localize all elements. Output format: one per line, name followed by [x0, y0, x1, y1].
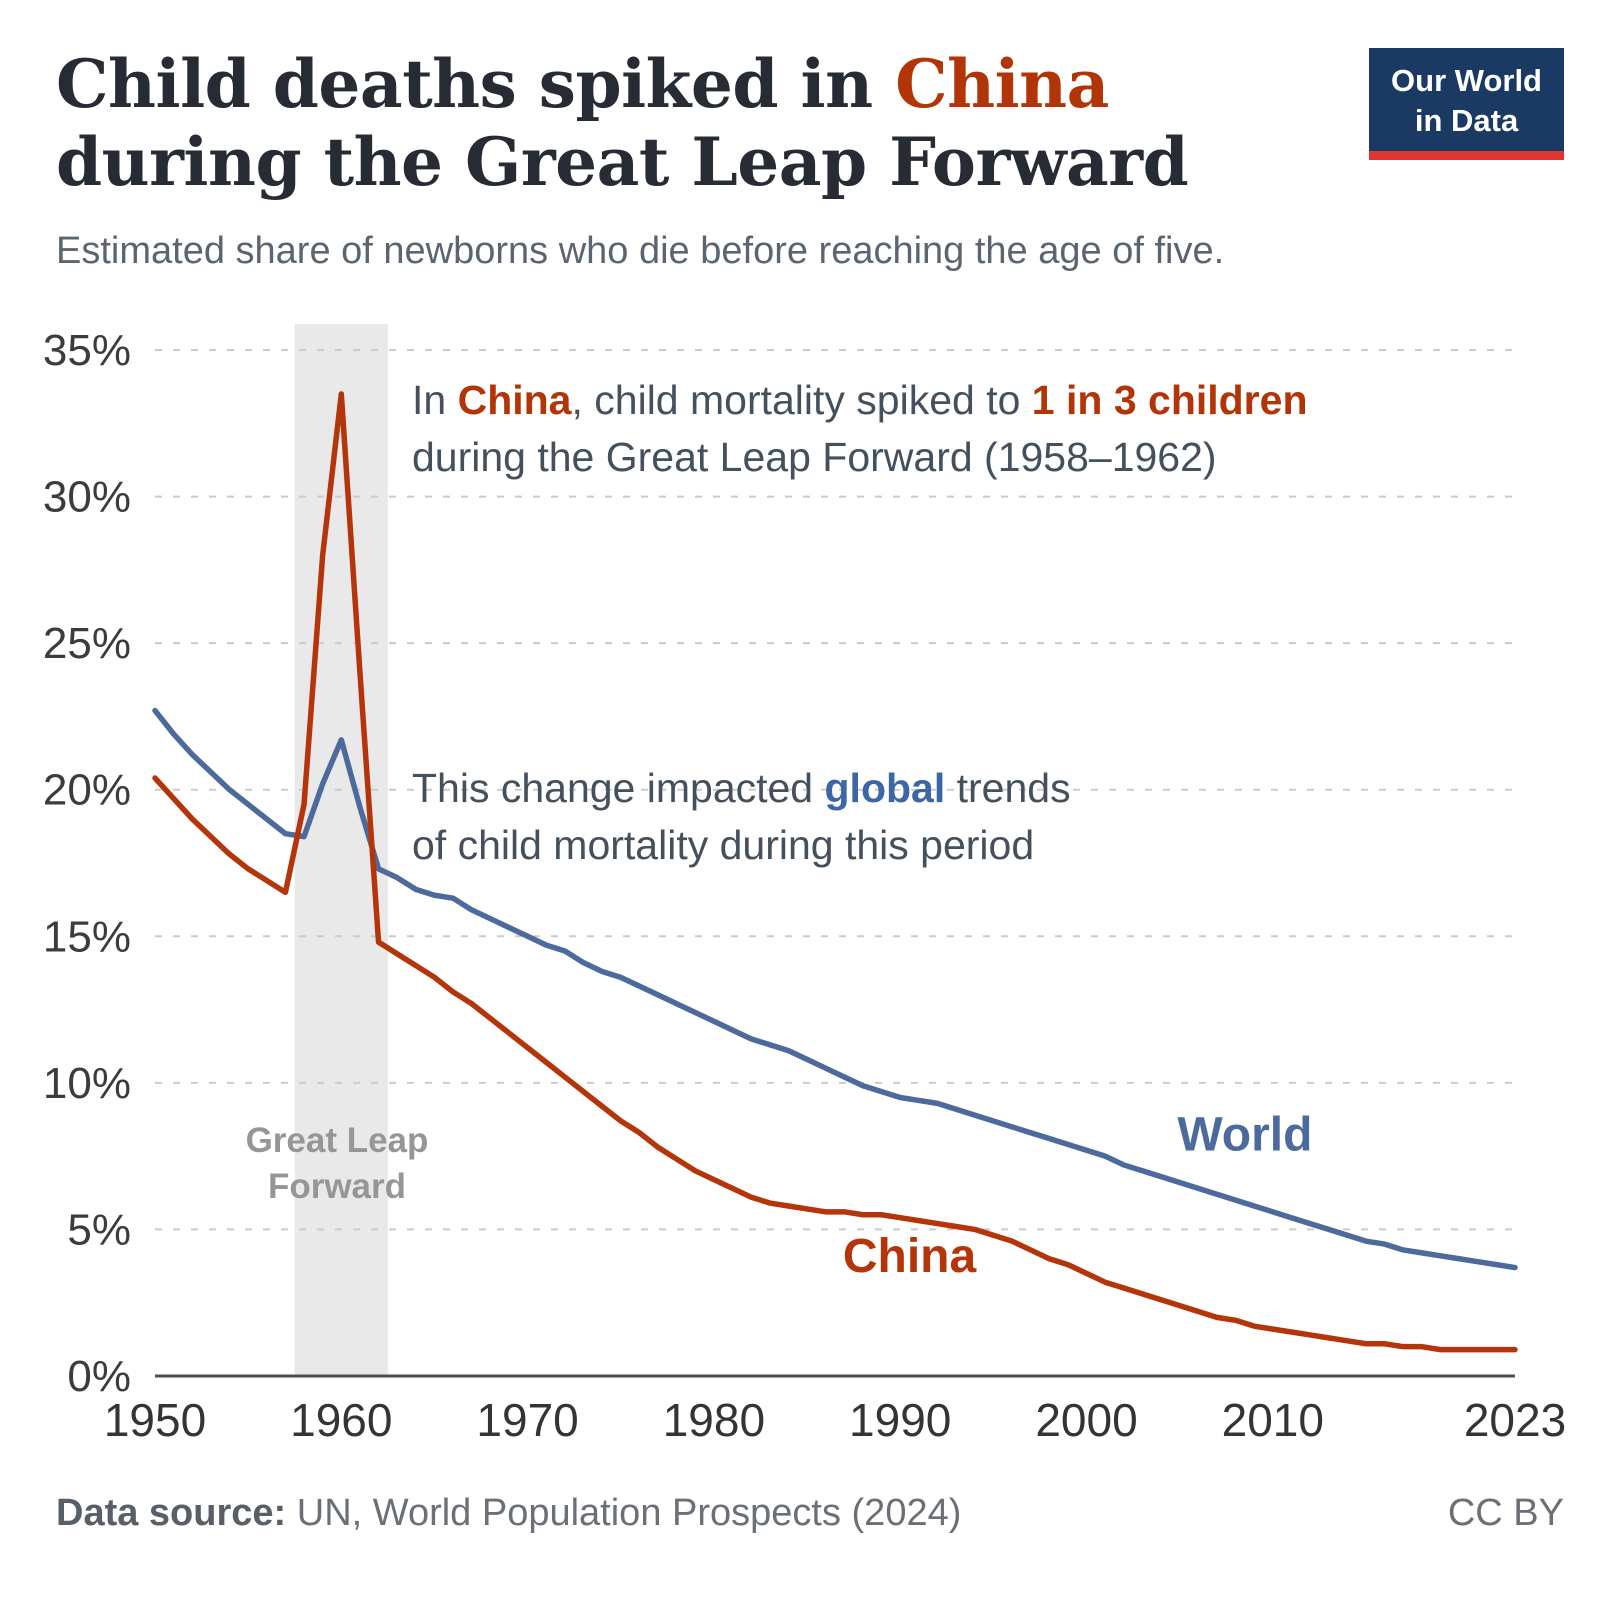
x-axis-label: 1960: [290, 1394, 392, 1446]
y-axis-label: 10%: [43, 1059, 131, 1108]
series-line-china: [152, 391, 1518, 1353]
y-axis-label: 5%: [67, 1205, 131, 1254]
annotation-global-line2: of child mortality during this period: [412, 822, 1035, 869]
y-axis-label: 25%: [43, 619, 131, 668]
series-label-world: World: [1177, 1108, 1312, 1161]
x-axis-label: 1950: [104, 1394, 206, 1446]
owid-logo: Our World in Data: [1369, 48, 1564, 161]
y-axis-label: 0%: [67, 1352, 131, 1401]
annotation-global-trends: This change impacted global trends of ch…: [412, 760, 1071, 875]
y-axis-label: 35%: [43, 326, 131, 375]
child-mortality-line-chart: 0% 5% 10% 15% 20% 25% 30% 35% 1950 1960 1970 1980 19…: [43, 324, 1566, 1446]
annotation-china-line2: during the Great Leap Forward (1958–1962…: [412, 434, 1217, 481]
y-axis-label: 30%: [43, 473, 131, 522]
x-axis-label: 1980: [663, 1394, 765, 1446]
x-axis-label: 1970: [476, 1394, 578, 1446]
chart-footer: Data source: UN, World Population Prospe…: [56, 1492, 1564, 1535]
annotation-china-spike: In China, child mortality spiked to 1 in…: [412, 372, 1308, 487]
license-badge: CC BY: [1447, 1492, 1564, 1534]
x-axis-label: 2010: [1222, 1394, 1324, 1446]
owid-logo-line2: in Data: [1414, 102, 1519, 138]
title-line2: during the Great Leap Forward: [56, 122, 1189, 201]
annotation-china-word: China: [457, 377, 572, 423]
series-label-china: China: [843, 1230, 977, 1283]
annotation-global-line1: This change impacted global trends: [412, 765, 1071, 811]
y-axis-label: 20%: [43, 766, 131, 815]
chart-header: Child deaths spiked in China during the …: [56, 45, 1564, 273]
annotation-china-line1: In China, child mortality spiked to 1 in…: [412, 377, 1308, 423]
data-source: Data source: UN, World Population Prospe…: [56, 1492, 961, 1535]
chart-subtitle: Estimated share of newborns who die befo…: [56, 229, 1225, 272]
x-axis-label: 2023: [1464, 1394, 1566, 1446]
data-source-text: UN, World Population Prospects (2024): [286, 1492, 962, 1534]
owid-logo-line1: Our World: [1391, 63, 1542, 98]
page-title: Child deaths spiked in China during the …: [56, 45, 1256, 202]
data-source-label: Data source:: [56, 1492, 287, 1534]
great-leap-forward-label: Great Leap Forward: [245, 1121, 429, 1206]
x-axis-label: 2000: [1035, 1394, 1137, 1446]
annotation-global-word: global: [824, 765, 946, 811]
annotation-one-in-three: 1 in 3 children: [1031, 377, 1308, 423]
title-prefix: Child deaths spiked in: [56, 45, 896, 123]
x-axis-label: 1990: [849, 1394, 951, 1446]
title-highlight-china: China: [895, 45, 1109, 123]
series-line-world: [152, 707, 1518, 1271]
y-axis-label: 15%: [43, 912, 131, 961]
